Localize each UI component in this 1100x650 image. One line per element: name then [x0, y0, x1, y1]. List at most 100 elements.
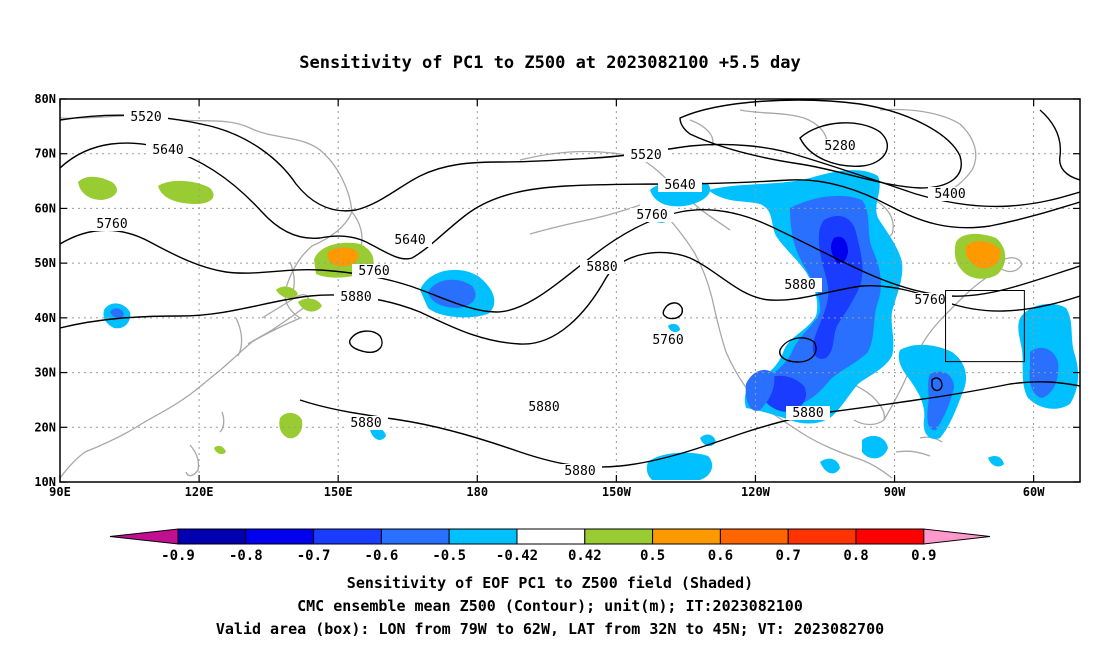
shade-pos-3-core [327, 247, 359, 267]
x-tick-label-3: 180 [466, 485, 488, 499]
contour-label-5760-west: 5760 [96, 217, 127, 232]
contour-label-5760-east: 5760 [636, 208, 667, 223]
shade-neg-trop-5 [988, 456, 1004, 467]
colorbar-swatch-8 [719, 528, 789, 545]
colorbar-label-10: 0.8 [843, 548, 868, 564]
contour-5520 [60, 114, 1080, 212]
colorbar-swatch-2 [313, 528, 382, 545]
x-tick-label-0: 90E [49, 485, 71, 499]
coastline-caribbean [895, 450, 931, 457]
y-tick-label-4: 40N [34, 311, 56, 325]
contour-label-5880-gulf: 5880 [792, 406, 823, 421]
shade-pos-4 [276, 286, 298, 299]
shade-neg-trop-4 [862, 435, 888, 459]
contour-5880-high-1 [349, 330, 383, 353]
contour-label-5520-east: 5520 [630, 148, 661, 163]
contour-label-5640-east: 5640 [664, 178, 695, 193]
shade-neg-6 [668, 323, 680, 333]
coastline-philippines [185, 444, 200, 477]
colorbar-label-1: -0.8 [229, 548, 263, 564]
contour-5880-high-2 [662, 302, 683, 320]
contour-5760 [60, 209, 1080, 313]
contour-5880-high-3 [779, 337, 817, 363]
contour-label-5880-south-west: 5880 [350, 416, 381, 431]
footer-line-1: Sensitivity of EOF PC1 to Z500 field (Sh… [347, 574, 753, 592]
shade-neg-3 [370, 428, 386, 440]
colorbar-swatch-1 [245, 528, 315, 545]
colorbar-label-4: -0.5 [432, 548, 466, 564]
shade-neg-na-core [812, 216, 863, 359]
contour-label-5760-low: 5760 [652, 333, 683, 348]
map-content: 5520 5520 5640 5640 5640 5760 5760 5760 … [60, 99, 1080, 482]
grid-lines [60, 99, 1080, 482]
contour-label-5760-mid: 5760 [358, 264, 389, 279]
x-tick-label-1: 120E [185, 485, 214, 499]
coastline-greenland [879, 108, 977, 199]
coastline-alaska-north [519, 150, 731, 231]
contour-label-5280: 5280 [824, 139, 855, 154]
contour-5280 [799, 122, 889, 167]
shade-neg-na-core-2 [831, 236, 848, 264]
contour-label-5640-mid: 5640 [394, 233, 425, 248]
x-tick-label-7: 60W [1023, 485, 1045, 499]
shade-neg-baja [745, 369, 775, 411]
contour-labels: 5520 5520 5640 5640 5640 5760 5760 5760 … [90, 110, 972, 479]
contour-5400-east [1039, 109, 1080, 181]
contour-label-5760-atl: 5760 [914, 293, 945, 308]
shade-neg-trop-3 [820, 458, 840, 474]
shade-neg-2-core [428, 279, 476, 308]
y-tick-label-6: 20N [34, 420, 56, 434]
colorbar-arrow-low [109, 528, 179, 545]
map-frame [59, 98, 1081, 483]
y-tick-label-2: 60N [34, 201, 56, 215]
shade-pos-6 [279, 412, 303, 439]
x-tick-label-2: 150E [324, 485, 353, 499]
contour-label-5400: 5400 [934, 187, 965, 202]
contour-label-5520-west: 5520 [130, 110, 161, 125]
shade-pos-7-core [965, 241, 1001, 269]
y-tick-label-5: 30N [34, 366, 56, 380]
contour-label-5880-south-mid: 5880 [528, 400, 559, 415]
contour-label-5640-west: 5640 [152, 143, 183, 158]
colorbar-swatch-10 [855, 528, 925, 545]
shade-neg-1-core [110, 308, 124, 319]
colorbar-arrow-high [923, 528, 991, 545]
figure-title: Sensitivity of PC1 to Z500 at 2023082100… [299, 53, 801, 73]
x-tick-label-4: 150W [602, 485, 632, 499]
colorbar-swatch-6 [584, 528, 654, 545]
colorbar-swatch-0 [177, 528, 247, 545]
colorbar-label-7: 0.5 [640, 548, 665, 564]
colorbar-swatch-5 [516, 528, 586, 545]
colorbar-label-5: -0.42 [496, 548, 538, 564]
colorbar-swatch-4 [448, 528, 518, 545]
coastline-newfoundland [999, 257, 1023, 273]
shade-neg-atlantic-core [927, 371, 954, 431]
colorbar-label-6: 0.42 [568, 548, 602, 564]
coastline-taiwan [219, 411, 225, 433]
colorbar-label-8: 0.6 [708, 548, 733, 564]
coastline-us-east [883, 277, 987, 421]
coastline-aleutians [529, 204, 641, 235]
contour-label-5880-na: 5880 [784, 278, 815, 293]
sensitivity-shading [78, 170, 1079, 480]
contour-label-5880-pac: 5880 [586, 260, 617, 275]
shade-pos-8 [214, 445, 226, 455]
y-tick-label-1: 70N [34, 147, 56, 161]
z500-contours [60, 99, 1080, 468]
x-tick-label-5: 120W [741, 485, 771, 499]
contour-5640 [60, 142, 1080, 260]
y-tick-label-7: 10N [34, 475, 56, 489]
valid-area-box [945, 290, 1025, 363]
contour-label-5880-trop: 5880 [564, 464, 595, 479]
colorbar: -0.9 -0.8 -0.7 -0.6 -0.5 -0.42 0.42 0.5 0.6 0.7 0.… [109, 528, 991, 564]
y-tick-label-3: 50N [34, 256, 56, 270]
footer-line-3: Valid area (box): LON from 79W to 62W, L… [216, 620, 884, 638]
colorbar-label-11: 0.9 [911, 548, 936, 564]
contour-5880-north [60, 251, 1080, 345]
footer-line-2: CMC ensemble mean Z500 (Contour); unit(m… [297, 597, 803, 615]
colorbar-label-3: -0.6 [365, 548, 399, 564]
contour-5400 [679, 99, 962, 189]
colorbar-label-0: -0.9 [161, 548, 195, 564]
contour-5880-south [299, 381, 1080, 468]
